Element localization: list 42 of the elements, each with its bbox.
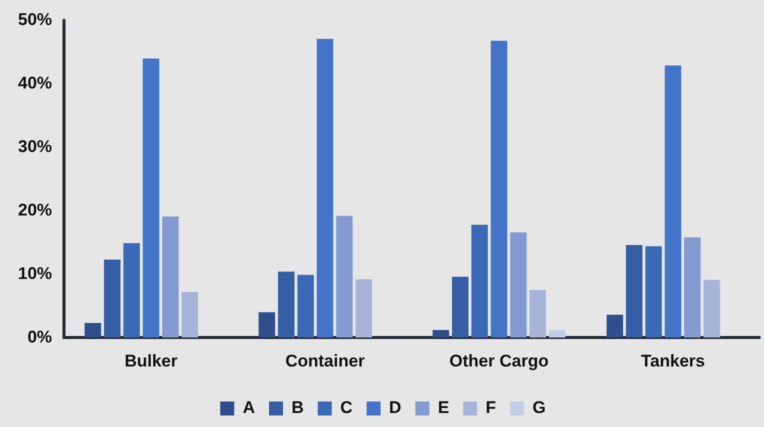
bar (626, 245, 642, 338)
bar (297, 274, 314, 338)
bar (123, 243, 140, 338)
bar (84, 323, 102, 338)
bar (704, 280, 720, 338)
bar (684, 237, 701, 338)
legend-label: F (486, 398, 496, 418)
bar (356, 279, 372, 338)
bar (530, 290, 546, 338)
bar (162, 216, 179, 338)
bar (664, 66, 682, 338)
bar (104, 260, 120, 338)
bar (471, 224, 488, 338)
x-tick-label: Container (285, 351, 366, 370)
y-tick-label: 20% (18, 200, 52, 220)
legend-label: E (438, 398, 450, 418)
legend-label: D (389, 398, 402, 418)
bar (258, 312, 276, 338)
bar (452, 276, 468, 338)
bar (645, 246, 662, 338)
x-tick-label: Bulker (124, 351, 178, 370)
legend-label: B (292, 398, 304, 418)
legend-label: G (532, 398, 546, 418)
legend-label: C (340, 398, 353, 418)
x-tick-label: Other Cargo (449, 351, 549, 370)
bar (510, 232, 527, 338)
y-tick-label: 10% (18, 264, 52, 283)
legend-label: A (242, 398, 256, 418)
bar (548, 330, 566, 338)
bar (182, 292, 198, 338)
x-tick-label: Tankers (641, 351, 705, 370)
bar (432, 330, 450, 338)
bar (336, 216, 353, 338)
y-tick-label: 50% (18, 10, 52, 30)
bar (316, 38, 334, 338)
y-tick-label: 40% (18, 74, 52, 93)
bar (606, 314, 624, 338)
bar (142, 58, 160, 338)
y-tick-label: 0% (27, 327, 52, 346)
bar (490, 40, 508, 338)
bar (278, 272, 294, 338)
y-tick-label: 30% (18, 137, 52, 156)
